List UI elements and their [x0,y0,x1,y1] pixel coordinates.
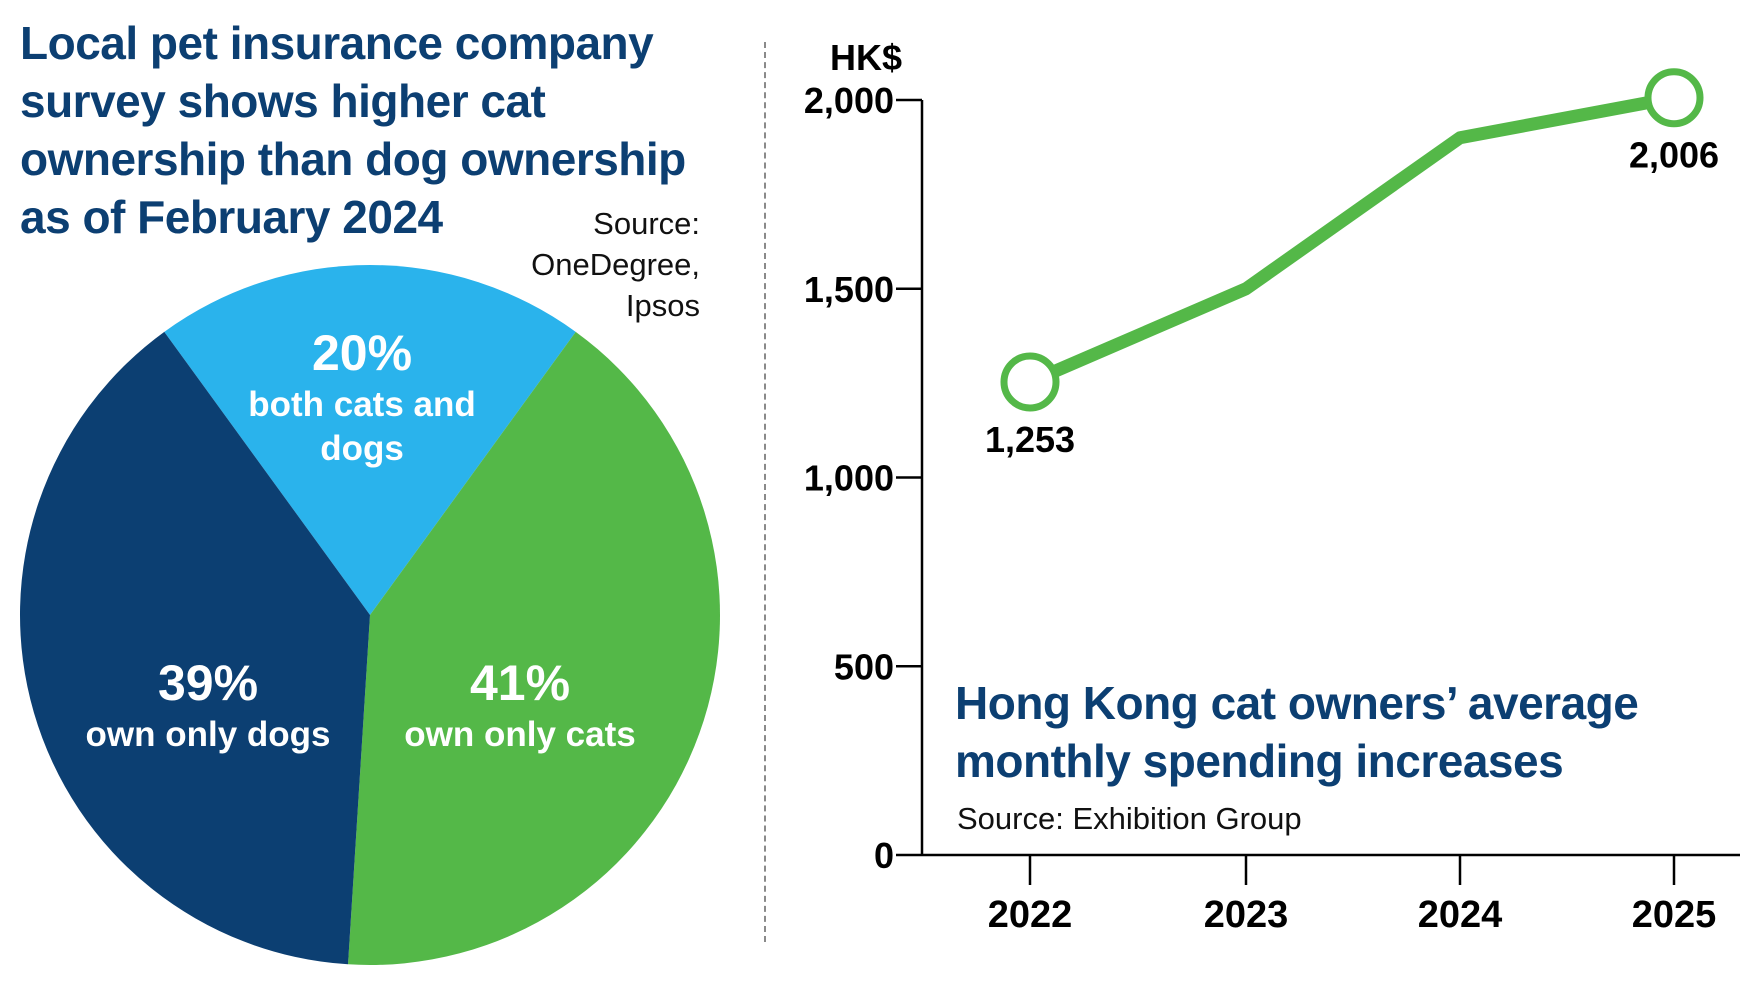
pie-pct-label-own-only-dogs: 39% [158,655,258,711]
data-point-marker-2025 [1644,68,1704,128]
pie-pct-label-own-only-cats: 41% [470,655,570,711]
series-line-spending [1023,91,1681,389]
line-chart-title: Hong Kong cat owners’ average monthly sp… [955,677,1639,787]
pie-slice-own-only-dogs [20,331,371,965]
pie-desc-label-both-cats-and-dogs: dogs [320,429,404,468]
pie-desc-label-own-only-cats: own only cats [404,715,635,754]
y-tick-label: 2,000 [804,80,894,121]
panel-divider [764,42,766,942]
pie-desc-label-own-only-dogs: own only dogs [86,715,331,754]
pie-desc-label-both-cats-and-dogs: both cats and [248,385,476,424]
x-tick-label-2025: 2025 [1632,894,1717,936]
pie-chart-source: Source: OneDegree, Ipsos [531,206,700,323]
pie-pct-label-both-cats-and-dogs: 20% [312,325,412,381]
pie-slice-both-cats-and-dogs [164,265,576,615]
line-chart-source: Source: Exhibition Group [957,801,1302,836]
data-point-marker-2022 [1000,352,1060,412]
y-tick-label: 500 [834,646,894,687]
y-tick-label: 0 [874,835,894,876]
pie-chart: 20% both cats and dogs 41% own only cats 39% o… [20,265,720,965]
x-tick-label-2022: 2022 [988,894,1073,936]
y-axis-label: HK$ [830,37,902,78]
y-tick-label: 1,000 [804,458,894,499]
y-tick-label: 1,500 [804,269,894,310]
x-tick-label-2023: 2023 [1204,894,1289,936]
data-label-2025: 2,006 [1629,135,1719,176]
x-tick-label-2024: 2024 [1418,894,1503,936]
data-label-2022: 1,253 [985,419,1075,460]
pie-chart-title: Local pet insurance company survey shows… [20,17,686,243]
pie-slice-own-only-cats [348,331,720,965]
